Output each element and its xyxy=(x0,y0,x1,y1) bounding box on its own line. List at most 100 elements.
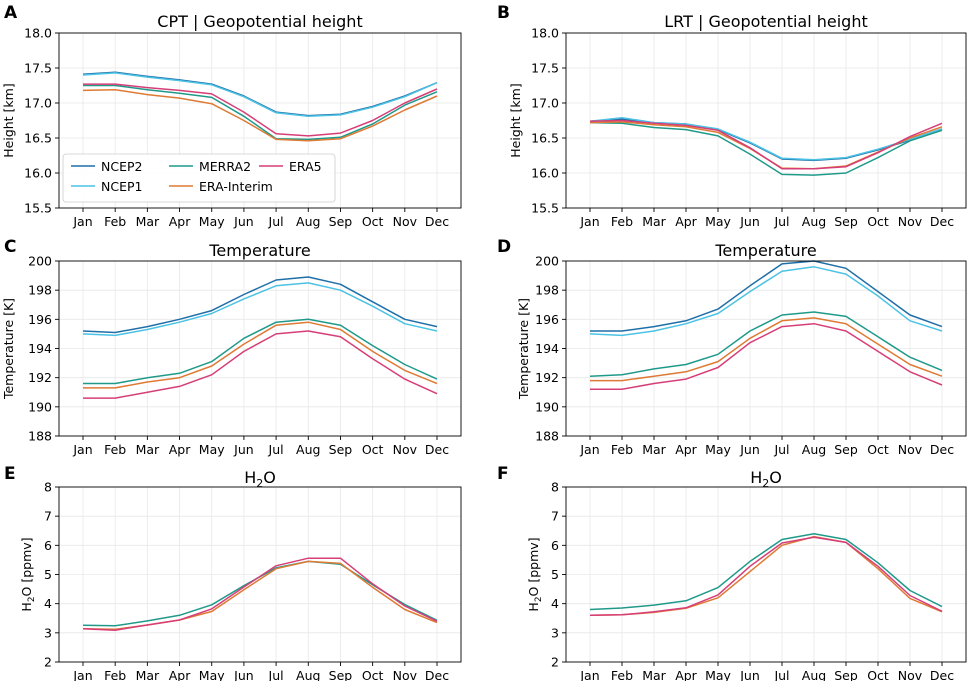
x-tick-label: Oct xyxy=(362,442,384,457)
x-tick-label: Mar xyxy=(642,668,666,681)
y-axis-label: Temperature [K] xyxy=(1,298,16,400)
panel-letter: A xyxy=(4,3,18,23)
title-tail: O xyxy=(769,468,782,487)
y-tick-label: 15.5 xyxy=(24,201,52,216)
x-tick-label: Oct xyxy=(867,442,889,457)
series-line-era-interim xyxy=(590,317,943,382)
legend-label: MERRA2 xyxy=(199,159,251,174)
panel-title: CPT | Geopotential height xyxy=(157,12,362,31)
y-tick-label: 2 xyxy=(551,655,559,670)
x-tick-label: Apr xyxy=(675,442,697,457)
x-tick-label: Aug xyxy=(296,442,320,457)
x-tick-label: Dec xyxy=(930,668,954,681)
series-line-merra2 xyxy=(82,560,438,627)
panel-letter: C xyxy=(4,237,16,257)
x-tick-label: Apr xyxy=(675,668,697,681)
x-tick-label: Jun xyxy=(739,668,760,681)
y-tick-label: 7 xyxy=(44,509,52,524)
x-tick-label: Dec xyxy=(425,668,449,681)
y-axis-label: H2O [ppmv] xyxy=(19,537,37,611)
y-tick-label: 16.0 xyxy=(24,166,52,181)
x-tick-label: Mar xyxy=(136,668,160,681)
y-tick-label: 5 xyxy=(551,567,559,582)
x-tick-label: Nov xyxy=(898,668,923,681)
x-tick-label: Feb xyxy=(611,214,633,229)
x-tick-label: Jan xyxy=(579,668,599,681)
x-tick-label: Nov xyxy=(393,442,418,457)
series-line-ncep2 xyxy=(82,71,438,117)
legend-label: ERA-Interim xyxy=(199,179,273,194)
y-tick-label: 192 xyxy=(535,370,559,385)
y-tick-label: 6 xyxy=(44,538,52,553)
x-tick-label: Jan xyxy=(72,442,92,457)
y-axis-label: H2O [ppmv] xyxy=(526,537,544,611)
x-tick-label: Apr xyxy=(169,668,191,681)
x-tick-label: Feb xyxy=(611,668,633,681)
x-tick-label: Aug xyxy=(296,214,320,229)
y-tick-label: 192 xyxy=(28,370,52,385)
title-subscript: 2 xyxy=(256,477,263,490)
plot-frame xyxy=(565,486,967,663)
y-tick-label: 7 xyxy=(551,509,559,524)
x-tick-label: Aug xyxy=(802,668,826,681)
x-tick-label: Sep xyxy=(834,668,858,681)
series-line-era5 xyxy=(83,330,438,399)
series-line-era-interim xyxy=(82,88,438,142)
y-tick-label: 196 xyxy=(535,312,559,327)
series-line-ncep1 xyxy=(82,282,438,337)
y-tick-label: 4 xyxy=(44,596,52,611)
x-tick-label: Oct xyxy=(867,668,889,681)
ylabel-subscript: 2 xyxy=(27,596,37,602)
x-tick-label: Feb xyxy=(104,442,126,457)
x-tick-label: Apr xyxy=(169,214,191,229)
x-tick-label: Feb xyxy=(104,668,126,681)
y-tick-label: 17.0 xyxy=(24,96,52,111)
y-axis-label: Height [km] xyxy=(508,83,523,157)
x-tick-label: Oct xyxy=(362,668,384,681)
x-tick-label: Feb xyxy=(611,442,633,457)
panel-A: A CPT | Geopotential height 15.5 16.0 16.5 17… xyxy=(1,3,462,229)
plot-frame xyxy=(58,260,462,437)
x-tick-label: Mar xyxy=(136,442,160,457)
x-tick-label: Mar xyxy=(642,442,666,457)
y-tick-label: 4 xyxy=(551,596,559,611)
series-line-ncep2 xyxy=(590,260,943,332)
series-line-ncep1 xyxy=(589,266,943,337)
series-line-ncep1 xyxy=(82,72,438,118)
panel-title: Temperature xyxy=(714,241,816,260)
y-tick-label: 8 xyxy=(551,480,559,495)
x-tick-label: Sep xyxy=(834,442,858,457)
title-tail: O xyxy=(263,468,276,487)
title-subscript: 2 xyxy=(762,477,769,490)
x-tick-label: Mar xyxy=(136,214,160,229)
x-tick-label: Jul xyxy=(268,668,284,681)
panel-letter: D xyxy=(497,237,511,257)
y-tick-label: 5 xyxy=(44,567,52,582)
y-tick-label: 194 xyxy=(28,341,52,356)
x-tick-label: Mar xyxy=(642,214,666,229)
x-tick-label: Oct xyxy=(362,214,384,229)
x-tick-label: Nov xyxy=(393,214,418,229)
x-tick-label: Nov xyxy=(898,442,923,457)
series-line-merra2 xyxy=(83,318,438,385)
y-tick-label: 16.0 xyxy=(531,166,559,181)
y-tick-label: 6 xyxy=(551,538,559,553)
x-tick-label: Aug xyxy=(802,214,826,229)
y-axis-label: Height [km] xyxy=(1,83,16,157)
x-tick-label: Jun xyxy=(233,214,254,229)
y-tick-label: 3 xyxy=(551,625,559,640)
x-tick-label: Jul xyxy=(773,214,789,229)
plot-frame xyxy=(58,32,462,209)
x-tick-label: Jan xyxy=(579,214,599,229)
y-tick-label: 190 xyxy=(535,399,559,414)
x-tick-label: Apr xyxy=(169,442,191,457)
x-tick-label: Nov xyxy=(898,214,923,229)
y-tick-label: 198 xyxy=(535,283,559,298)
x-tick-label: Dec xyxy=(930,442,954,457)
y-tick-label: 17.5 xyxy=(531,61,559,76)
series-line-merra2 xyxy=(83,84,438,141)
series-line-era-interim xyxy=(83,321,438,389)
series-line-merra2 xyxy=(589,311,943,377)
